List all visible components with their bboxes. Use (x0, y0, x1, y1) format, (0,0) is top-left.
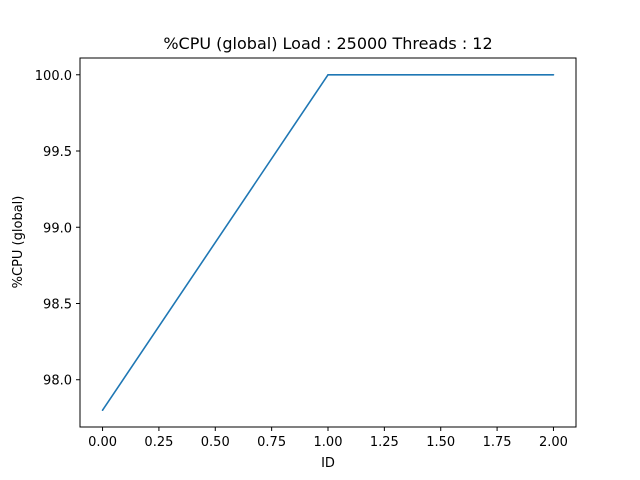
x-tick-label: 0.50 (201, 435, 230, 450)
data-point (552, 73, 555, 76)
x-tick-label: 0.00 (88, 435, 117, 450)
chart-title: %CPU (global) Load : 25000 Threads : 12 (163, 34, 492, 53)
x-tick-label: 1.25 (370, 435, 399, 450)
data-point (327, 73, 329, 76)
x-axis-label: ID (321, 456, 335, 471)
x-tick-label: 2.00 (539, 435, 568, 450)
y-axis: 98.0 98.5 99.0 99.5 100.0 (35, 69, 80, 389)
x-tick-label: 0.25 (144, 435, 173, 450)
y-tick-label: 98.0 (43, 374, 72, 389)
y-tick-label: 98.5 (43, 297, 72, 312)
y-axis-label: %CPU (global) (11, 196, 26, 289)
x-tick-label: 1.00 (314, 435, 343, 450)
y-tick-label: 100.0 (35, 69, 72, 84)
x-tick-label: 0.75 (257, 435, 286, 450)
y-tick-label: 99.5 (43, 145, 72, 160)
series-line (101, 73, 554, 411)
x-tick-label: 1.75 (483, 435, 512, 450)
x-axis: 0.00 0.25 0.50 0.75 1.00 1.25 1.50 1.75 2.00 (88, 427, 568, 450)
y-tick-label: 99.0 (43, 221, 72, 236)
plot-area-frame (79, 57, 577, 428)
x-tick-label: 1.50 (426, 435, 455, 450)
series-layer (101, 73, 555, 412)
data-point (101, 409, 104, 412)
